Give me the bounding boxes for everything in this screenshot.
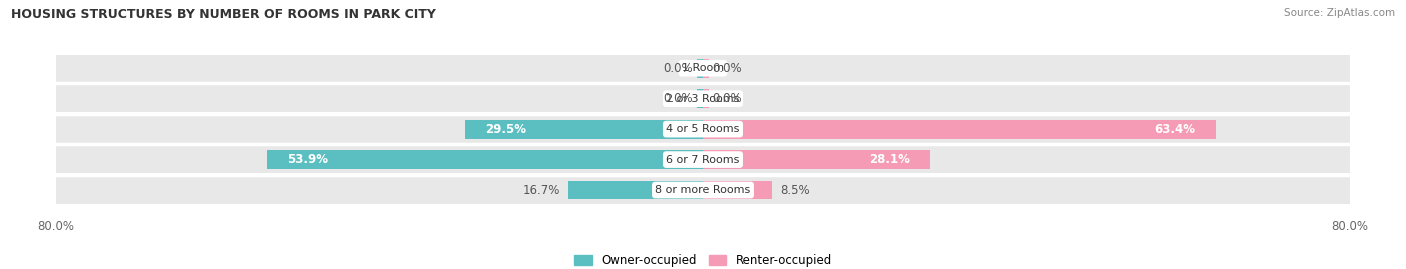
Bar [56,55,1350,82]
Text: 29.5%: 29.5% [485,123,526,136]
Text: 6 or 7 Rooms: 6 or 7 Rooms [666,155,740,165]
Legend: Owner-occupied, Renter-occupied: Owner-occupied, Renter-occupied [569,249,837,269]
Text: 53.9%: 53.9% [287,153,329,166]
Text: 8.5%: 8.5% [780,183,810,197]
Text: 8 or more Rooms: 8 or more Rooms [655,185,751,195]
Text: 0.0%: 0.0% [664,62,693,75]
Text: 4 or 5 Rooms: 4 or 5 Rooms [666,124,740,134]
Bar [703,59,710,78]
Text: 63.4%: 63.4% [1154,123,1195,136]
Bar [464,120,703,139]
Bar [703,150,931,169]
Text: 2 or 3 Rooms: 2 or 3 Rooms [666,94,740,104]
Bar [56,115,1350,143]
Text: 0.0%: 0.0% [713,62,742,75]
Bar [703,180,772,200]
Bar [56,176,1350,204]
Text: 0.0%: 0.0% [664,92,693,105]
Text: 16.7%: 16.7% [523,183,560,197]
Bar [703,120,1216,139]
Text: 1 Room: 1 Room [682,63,724,73]
Bar [703,89,710,108]
Text: 28.1%: 28.1% [869,153,910,166]
Bar [56,85,1350,112]
Text: 0.0%: 0.0% [713,92,742,105]
Bar [56,146,1350,173]
Text: HOUSING STRUCTURES BY NUMBER OF ROOMS IN PARK CITY: HOUSING STRUCTURES BY NUMBER OF ROOMS IN… [11,8,436,21]
Bar [267,150,703,169]
Bar [696,59,703,78]
Text: Source: ZipAtlas.com: Source: ZipAtlas.com [1284,8,1395,18]
Bar [696,89,703,108]
Bar [568,180,703,200]
